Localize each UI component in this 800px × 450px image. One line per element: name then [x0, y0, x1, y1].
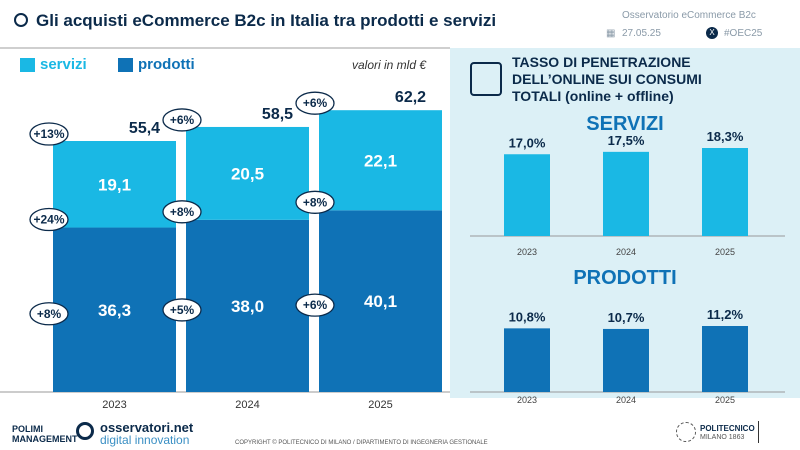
growth-servizi-2025: +8% [303, 195, 328, 209]
bar-servizi-2023 [53, 141, 176, 228]
label-servizi-2023: 17,0% [509, 135, 546, 150]
label-servizi-2025: 18,3% [707, 129, 744, 144]
label-prodotti-2024: 10,7% [608, 310, 645, 325]
growth-total-2023-bubble [29, 122, 69, 146]
growth-servizi-2024-bubble [162, 200, 202, 224]
osservatori-sub: digital innovation [100, 433, 190, 447]
x-tick-2025: 2025 [368, 399, 392, 411]
prodotti-title: PRODOTTI [573, 267, 677, 289]
unit-note: valori in mld € [352, 58, 427, 72]
bar-servizi-2025 [702, 148, 748, 236]
scale-icon [470, 62, 502, 96]
observatory-name: Osservatorio eCommerce B2c [622, 10, 756, 21]
growth-prodotti-2024-bubble [162, 298, 202, 322]
panel-title: TASSO DI PENETRAZIONE DELL’ONLINE SUI CO… [512, 54, 702, 104]
bar-servizi-2023 [504, 154, 550, 236]
politecnico-city: MILANO 1863 [700, 434, 745, 441]
legend-prodotti: prodotti [118, 56, 195, 73]
label-prodotti-2025: 11,2% [707, 307, 744, 322]
tick-prodotti-2025: 2025 [715, 395, 735, 405]
bar-prodotti-2025 [702, 326, 748, 392]
politecnico-name: POLITECNICO [700, 424, 755, 433]
bar-prodotti-2024 [603, 328, 649, 392]
growth-total-2024-bubble [162, 108, 202, 132]
label-prodotti-2023: 36,3 [98, 301, 131, 320]
label-prodotti-2023: 10,8% [509, 309, 546, 324]
osservatori-logo-icon [76, 422, 94, 440]
total-2024: 58,5 [262, 106, 293, 123]
hashtag: #OEC25 [724, 28, 763, 39]
growth-total-2023: +13% [33, 127, 64, 141]
legend-swatch-servizi [20, 57, 35, 72]
growth-servizi-2025-bubble [295, 190, 335, 214]
politecnico-seal-icon [676, 422, 696, 442]
growth-prodotti-2024: +5% [170, 303, 195, 317]
growth-prodotti-2025: +6% [303, 298, 328, 312]
tick-prodotti-2023: 2023 [517, 395, 537, 405]
growth-servizi-2023-bubble [29, 207, 69, 232]
bar-prodotti-2023 [53, 227, 176, 392]
header-divider [0, 47, 450, 49]
x-tick-2024: 2024 [235, 399, 259, 411]
copyright: COPYRIGHT © POLITECNICO DI MILANO / DIPA… [235, 440, 488, 446]
label-servizi-2023: 19,1 [98, 175, 131, 194]
total-2025: 62,2 [395, 89, 426, 106]
bar-servizi-2025 [319, 110, 442, 211]
label-prodotti-2025: 40,1 [364, 292, 397, 311]
x-tick-2023: 2023 [102, 399, 126, 411]
label-servizi-2024: 17,5% [608, 133, 645, 148]
growth-total-2025-bubble [295, 91, 335, 115]
bar-servizi-2024 [186, 126, 309, 220]
tick-servizi-2025: 2025 [715, 247, 735, 257]
magnifier-icon [14, 13, 28, 27]
growth-total-2025: +6% [303, 96, 328, 110]
date: 27.05.25 [622, 28, 661, 39]
tick-servizi-2023: 2023 [517, 247, 537, 257]
bar-prodotti-2025 [319, 210, 442, 392]
servizi-title: SERVIZI [586, 113, 664, 135]
growth-prodotti-2023: +8% [37, 307, 62, 321]
growth-servizi-2023: +24% [33, 213, 64, 227]
tick-servizi-2024: 2024 [616, 247, 636, 257]
footer-divider [758, 421, 759, 443]
page-title: Gli acquisti eCommerce B2c in Italia tra… [36, 11, 497, 30]
legend-servizi: servizi [20, 56, 87, 73]
growth-servizi-2024: +8% [170, 205, 195, 219]
total-2023: 55,4 [129, 120, 160, 137]
polimi-logo: POLIMI MANAGEMENT [12, 424, 78, 444]
label-servizi-2025: 22,1 [364, 151, 397, 170]
growth-total-2024: +6% [170, 113, 195, 127]
osservatori-name: osservatori.net [100, 420, 194, 435]
bar-prodotti-2024 [186, 219, 309, 392]
growth-prodotti-2025-bubble [295, 293, 335, 317]
bar-prodotti-2023 [504, 328, 550, 392]
tick-prodotti-2024: 2024 [616, 395, 636, 405]
bar-servizi-2024 [603, 151, 649, 236]
label-prodotti-2024: 38,0 [231, 297, 264, 316]
x-logo-icon: X [706, 27, 718, 39]
calendar-icon: ▦ [606, 28, 616, 39]
legend-swatch-prodotti [118, 57, 133, 72]
label-servizi-2024: 20,5 [231, 164, 264, 183]
growth-prodotti-2023-bubble [29, 302, 69, 326]
